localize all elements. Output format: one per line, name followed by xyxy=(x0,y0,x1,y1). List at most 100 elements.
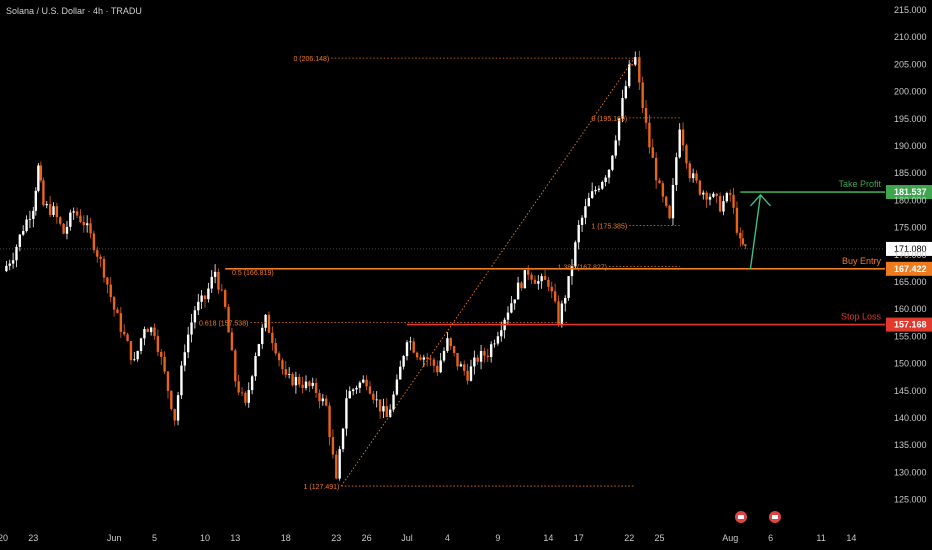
level-price-label: 157.168 xyxy=(894,320,927,330)
candle-body xyxy=(227,306,230,333)
candle-body xyxy=(741,238,745,245)
x-tick-label: 13 xyxy=(230,533,240,543)
y-tick-label: 210.000 xyxy=(894,32,927,42)
candle-body xyxy=(634,57,637,65)
fib-trend-line xyxy=(340,57,635,487)
y-tick-label: 155.000 xyxy=(894,331,927,341)
candle-body xyxy=(52,206,55,215)
candle-body xyxy=(705,192,708,200)
candle-body xyxy=(271,332,274,344)
x-tick-label: 14 xyxy=(846,533,856,543)
candle-body xyxy=(220,289,224,291)
candle-body xyxy=(314,382,318,393)
candle-body xyxy=(463,364,466,371)
candle-body xyxy=(328,405,331,438)
x-tick-label: 9 xyxy=(495,533,500,543)
y-tick-label: 125.000 xyxy=(894,495,927,505)
candle-body xyxy=(362,379,365,383)
candle-body xyxy=(123,331,126,335)
candle-body xyxy=(533,279,537,284)
candle-body xyxy=(338,449,341,479)
level-name: Buy Entry xyxy=(842,256,882,266)
candle-body xyxy=(557,301,560,325)
calendar-icon xyxy=(735,511,747,523)
candle-body xyxy=(688,163,691,179)
candle-body xyxy=(537,281,540,284)
x-tick-label: 25 xyxy=(654,533,664,543)
candle-body xyxy=(348,391,351,399)
candle-body xyxy=(321,398,325,402)
candle-body xyxy=(661,183,665,197)
y-tick-label: 205.000 xyxy=(894,59,927,69)
candle-body xyxy=(345,398,348,429)
candle-body xyxy=(325,398,328,406)
candle-body xyxy=(739,232,742,239)
candle-body xyxy=(614,140,617,156)
candle-body xyxy=(446,338,449,351)
level-price-box xyxy=(886,261,932,276)
candle-body xyxy=(506,312,510,320)
x-tick-label: 6 xyxy=(768,533,773,543)
candle-body xyxy=(668,205,671,219)
candle-body xyxy=(69,212,72,227)
candle-body xyxy=(102,258,106,278)
candle-body xyxy=(685,145,688,164)
candle-body xyxy=(341,428,345,450)
candle-body xyxy=(543,276,547,280)
candle-body xyxy=(523,270,527,289)
candle-body xyxy=(59,217,62,224)
candle-body xyxy=(224,290,227,307)
candle-body xyxy=(708,196,712,200)
candle-body xyxy=(372,393,375,400)
candle-body xyxy=(126,334,129,342)
candle-body xyxy=(298,376,301,385)
last-price-box xyxy=(886,241,932,256)
candle-body xyxy=(183,352,186,366)
price-axis[interactable]: 215.000 210.000 205.000 200.000 195.000 190.0… xyxy=(894,5,927,505)
candle-body xyxy=(628,64,631,87)
candle-body xyxy=(725,193,729,202)
candle-body xyxy=(301,384,304,388)
time-axis[interactable]: 20 23 Jun 5 10 13 18 23 26 Jul 4 9 14 17 22 25 Aug 6 11 14 xyxy=(0,533,856,543)
candle-body xyxy=(550,286,553,292)
candle-body xyxy=(715,193,718,197)
candle-body xyxy=(261,327,264,345)
candle-body xyxy=(422,357,426,360)
candle-body xyxy=(590,191,594,198)
candle-body xyxy=(493,343,496,345)
fib-label: 1 (175.385) xyxy=(591,224,627,231)
level-price-box xyxy=(886,185,932,200)
candle-body xyxy=(567,276,570,298)
fib-label: 0.5 (166.819) xyxy=(232,270,274,277)
candle-body xyxy=(516,282,520,300)
candle-body xyxy=(486,355,489,358)
candle-body xyxy=(744,244,747,247)
candle-body xyxy=(129,341,133,360)
candle-body xyxy=(42,180,45,206)
last-price-label: 171.080 xyxy=(894,244,927,254)
flag-icon xyxy=(769,511,781,523)
x-tick-label: 4 xyxy=(445,533,450,543)
candle-body xyxy=(405,342,409,357)
candle-body xyxy=(382,406,385,412)
candle-body xyxy=(665,196,668,206)
candle-body xyxy=(399,366,402,380)
candle-body xyxy=(170,390,173,409)
candle-body xyxy=(735,207,739,233)
candle-body xyxy=(28,218,32,220)
candle-body xyxy=(22,231,25,235)
candle-body xyxy=(82,221,85,226)
y-tick-label: 185.000 xyxy=(894,168,927,178)
candle-body xyxy=(5,265,8,272)
candle-body xyxy=(89,223,92,234)
candle-body xyxy=(99,256,102,259)
x-tick-label: Jul xyxy=(401,533,413,543)
candle-body xyxy=(732,194,735,208)
candle-body xyxy=(510,303,513,313)
candle-body xyxy=(658,180,661,184)
x-tick-label: 18 xyxy=(281,533,291,543)
candle-body xyxy=(257,344,261,356)
y-tick-label: 170.000 xyxy=(894,250,927,260)
candle-body xyxy=(173,408,176,421)
